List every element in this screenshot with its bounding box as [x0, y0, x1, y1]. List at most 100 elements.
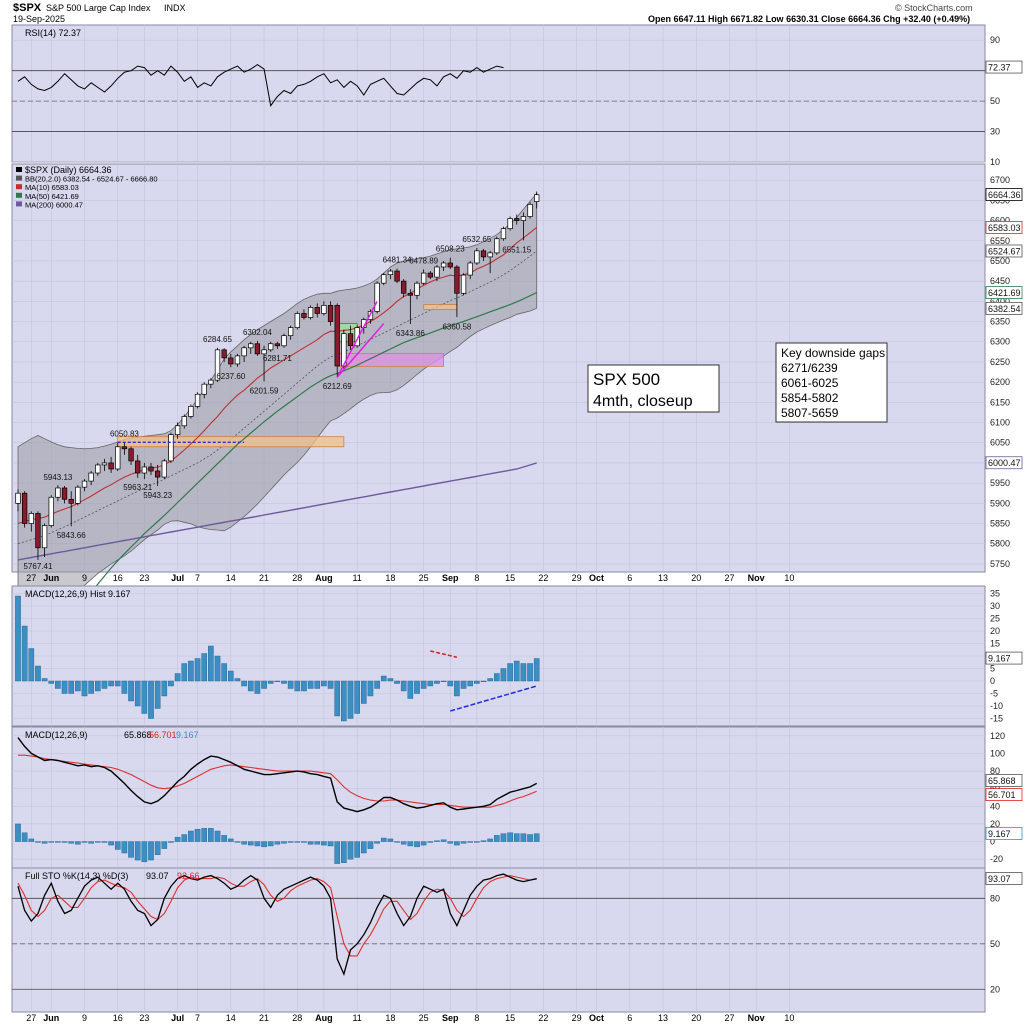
candle-body [75, 486, 81, 504]
macd-hist-small-bar [128, 841, 134, 858]
macd-hist-small-bar [407, 841, 414, 847]
price-last-value-bb_low: 6382.54 [988, 304, 1021, 314]
macd-hist-small-bar [221, 835, 227, 842]
price-point-label: 6360.58 [442, 322, 471, 331]
macd-hist-bar [314, 680, 321, 689]
macd-hist-bar [108, 680, 114, 687]
bottom-x-axis-label: Jul [171, 1013, 184, 1023]
candle-body [527, 204, 533, 217]
macd-hist-small-bar [460, 841, 467, 844]
gaps-annotation-line: Key downside gaps [781, 346, 885, 360]
price-last-value-ma50: 6421.69 [988, 288, 1021, 298]
wedge-lower-line [336, 323, 385, 378]
macd-hist-bar [247, 680, 254, 692]
macd-hist-small-bar [28, 838, 35, 842]
hist-tick-label: -10 [990, 701, 1003, 711]
rsi-tick-label: 50 [990, 96, 1000, 106]
macd-hist-bar [154, 680, 161, 709]
price-tick-label: 6400 [990, 296, 1010, 306]
x-axis-label: 18 [385, 573, 395, 583]
macd-hist-bar [68, 680, 74, 694]
macd-hist-bar [208, 645, 214, 682]
price-tick-label: 6500 [990, 256, 1010, 266]
macd-hist-small-bar [380, 837, 387, 842]
price-last-value-ma10-box [985, 221, 1023, 234]
bottom-x-axis-label: 11 [352, 1013, 361, 1023]
candle-body [414, 282, 420, 296]
macd-hist-small-bar [301, 841, 307, 843]
macd-hist-small-bar [347, 841, 354, 860]
candle-body [394, 270, 400, 282]
rsi-panel [11, 24, 986, 163]
candle-body [241, 347, 247, 357]
candle-body [494, 238, 500, 254]
macd-hist-bar [148, 680, 154, 719]
macd-legend-hist: 9.167 [176, 730, 199, 740]
candle-body [148, 466, 154, 472]
macd-hist-bar [168, 680, 174, 687]
macd-hist-bar [307, 680, 314, 689]
hist-tick-label: 5 [990, 664, 995, 674]
candle-body [108, 462, 114, 470]
macd-hist-bar [494, 673, 500, 682]
title-annotation-line-1: SPX 500 [593, 370, 660, 389]
macd-hist-bar [447, 680, 454, 687]
x-axis-label: 20 [691, 573, 701, 583]
macd-hist-bar [61, 680, 68, 694]
macd-hist-last-value: 9.167 [988, 654, 1011, 664]
candle-body [161, 460, 167, 478]
macd-signal-last-value-box [985, 788, 1023, 801]
macd-hist-bar [41, 678, 48, 682]
price-tick-label: 6450 [990, 276, 1010, 286]
macd-hist-small-bar [467, 841, 474, 843]
macd-hist-small-bar [474, 841, 480, 843]
price-tick-label: 6050 [990, 438, 1010, 448]
macd-line [17, 737, 538, 813]
candle-body [221, 349, 227, 359]
macd-hist-small-bar [434, 840, 440, 842]
macd-hist-small-bar [234, 841, 241, 843]
stoch-last-value-box [985, 872, 1023, 885]
macd-hist-last-value-box [985, 651, 1023, 665]
macd-hist-small-bar [394, 841, 400, 843]
candle-body [447, 262, 453, 268]
price-legend-swatch [16, 192, 22, 198]
macd-hist-small-bar [201, 828, 208, 842]
price-point-label: 5767.41 [23, 562, 52, 571]
macd-hist-bar [474, 680, 480, 684]
candle-body [121, 446, 128, 450]
price-point-label: 6284.65 [203, 335, 232, 344]
macd-hist-bar [287, 680, 294, 689]
macd-hist-small-bar [354, 841, 360, 858]
price-last-value-ma200-box [985, 456, 1023, 470]
x-axis-label: 10 [784, 573, 794, 583]
macd-hist-small-bar [374, 841, 380, 844]
macd-hist-small-bar [400, 841, 407, 845]
macd-hist-small-bar [208, 828, 214, 842]
x-axis-label: Jul [171, 573, 184, 583]
macd-hist-bar [460, 680, 467, 689]
bottom-x-axis-label: Sep [442, 1013, 459, 1023]
candle-body [347, 333, 354, 347]
hist-tick-label: 35 [990, 589, 1000, 599]
bottom-x-axis-label: Aug [315, 1013, 333, 1023]
macd-legend-label: MACD(12,26,9) [25, 730, 88, 740]
macd-hist-small-bar [94, 841, 101, 843]
gaps-annotation-line: 6061-6025 [781, 376, 839, 390]
bottom-x-axis-label: 27 [26, 1013, 36, 1023]
candle-body [35, 513, 41, 549]
x-axis-label: Sep [442, 573, 459, 583]
price-legend-entry: MA(10) 6583.03 [25, 183, 79, 192]
macd-hist-small-bar [513, 833, 520, 842]
macd-hist-bar [81, 680, 88, 697]
macd-last-value-box [985, 774, 1023, 787]
candle-body [507, 218, 513, 229]
price-tick-label: 5750 [990, 559, 1010, 569]
macd-hist-bar [261, 680, 267, 689]
candle-body [68, 498, 74, 504]
price-point-label: 6508.23 [436, 245, 465, 254]
bottom-x-axis-label: 10 [784, 1013, 794, 1023]
candle-body [480, 250, 487, 258]
macd-hist-bar [227, 670, 234, 682]
